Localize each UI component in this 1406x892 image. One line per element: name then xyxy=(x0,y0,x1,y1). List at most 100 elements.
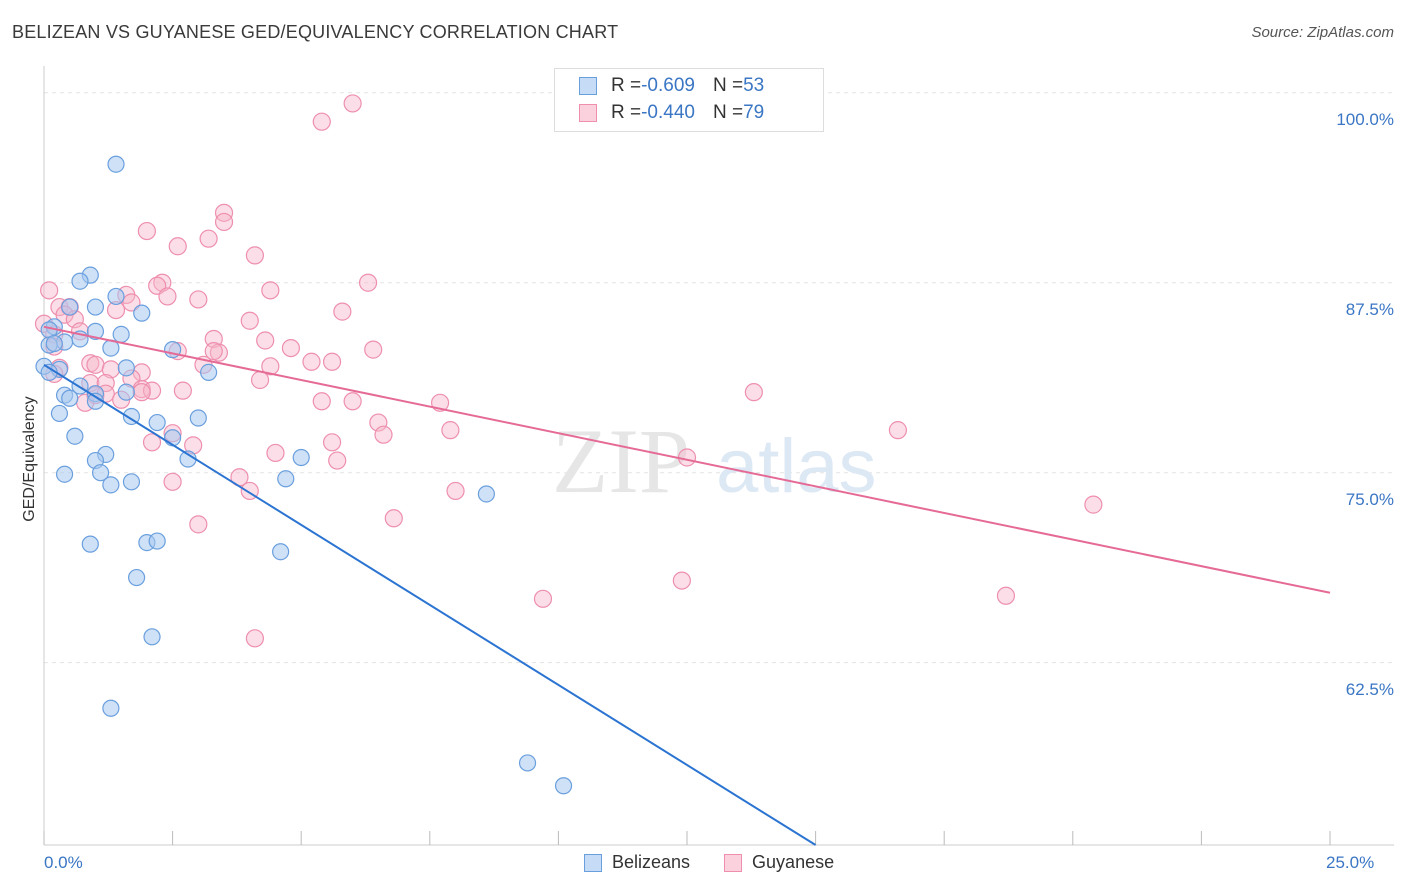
belizean-point xyxy=(122,473,141,491)
r-label: R = xyxy=(611,102,642,123)
guyanese-point xyxy=(328,451,347,470)
guyanese-point xyxy=(122,293,141,312)
guyanese-point xyxy=(744,383,763,402)
guyanese-point xyxy=(142,433,162,452)
n-value: 53 xyxy=(743,75,765,96)
guyanese-points xyxy=(34,94,1103,648)
belizean-point xyxy=(102,699,120,717)
y-tick-label: 87.5% xyxy=(1345,299,1394,319)
guyanese-point xyxy=(189,290,208,309)
guyanese-point xyxy=(261,357,280,376)
x-tick-min: 0.0% xyxy=(44,853,83,872)
legend-swatch-pink xyxy=(579,104,597,122)
n-label: N = xyxy=(712,102,744,123)
watermark-zip: ZIP xyxy=(552,410,690,512)
belizean-point xyxy=(127,568,146,587)
n-label: N = xyxy=(712,75,744,96)
stats-legend: R = -0.609 N = 53 R = -0.440 N = 79 xyxy=(554,68,824,132)
belizean-trend-line xyxy=(43,363,817,846)
y-tick-label: 100.0% xyxy=(1336,109,1394,129)
belizean-point xyxy=(143,628,161,646)
guyanese-point xyxy=(86,355,105,374)
belizean-point xyxy=(133,304,151,322)
belizean-point xyxy=(117,359,135,377)
guyanese-point xyxy=(204,342,223,361)
belizean-point xyxy=(86,298,105,316)
grid-lines xyxy=(44,92,1394,664)
belizean-point xyxy=(102,476,120,494)
guyanese-trend-line xyxy=(43,325,1331,594)
guyanese-point xyxy=(240,311,259,330)
legend-swatch-belizeans xyxy=(584,853,602,872)
guyanese-point xyxy=(96,373,115,393)
legend-row-belizeans: R = -0.609 N = 53 xyxy=(579,75,764,97)
guyanese-point xyxy=(996,586,1016,605)
series-legend: Belizeans Guyanese xyxy=(584,852,834,873)
guyanese-point xyxy=(168,237,187,256)
n-value: 79 xyxy=(743,102,765,123)
guyanese-point xyxy=(333,302,352,321)
belizean-point xyxy=(86,322,105,340)
y-tick-label: 62.5% xyxy=(1345,679,1394,699)
belizean-point xyxy=(71,272,89,290)
belizean-point xyxy=(277,470,295,488)
guyanese-point xyxy=(384,509,403,528)
guyanese-point xyxy=(888,421,908,440)
belizean-point xyxy=(66,427,84,445)
belizean-points xyxy=(35,155,573,795)
guyanese-point xyxy=(446,481,465,501)
belizean-point xyxy=(112,325,130,344)
belizean-point xyxy=(55,465,74,483)
guyanese-point xyxy=(40,281,59,300)
guyanese-point xyxy=(374,425,393,444)
guyanese-point xyxy=(358,273,378,292)
y-tick-label: 75.0% xyxy=(1345,489,1394,509)
belizean-point xyxy=(107,155,125,173)
belizean-point xyxy=(50,404,69,423)
legend-label-guyanese: Guyanese xyxy=(752,852,835,872)
belizean-point xyxy=(148,413,166,432)
guyanese-point xyxy=(132,383,151,402)
guyanese-point xyxy=(302,352,321,371)
belizean-point xyxy=(189,409,207,427)
belizean-point xyxy=(122,407,141,426)
r-value: -0.440 xyxy=(641,102,695,123)
guyanese-point xyxy=(281,338,301,358)
trend-lines xyxy=(43,325,1331,846)
guyanese-point xyxy=(343,94,362,113)
belizean-point xyxy=(81,535,99,553)
belizean-point xyxy=(200,363,218,382)
guyanese-point xyxy=(343,392,362,411)
guyanese-point xyxy=(322,433,342,452)
belizean-point xyxy=(61,389,79,407)
guyanese-point xyxy=(163,472,182,491)
belizean-point xyxy=(554,777,573,795)
legend-row-guyanese: R = -0.440 N = 79 xyxy=(579,102,764,124)
belizean-point xyxy=(272,543,290,561)
belizean-point xyxy=(477,485,495,503)
guyanese-point xyxy=(189,515,208,534)
legend-label-belizeans: Belizeans xyxy=(612,852,691,872)
watermark-atlas: atlas xyxy=(716,424,877,509)
guyanese-point xyxy=(312,392,331,411)
legend-swatch-guyanese xyxy=(724,853,743,872)
guyanese-point xyxy=(199,229,218,248)
belizean-point xyxy=(518,754,537,772)
guyanese-point xyxy=(1084,495,1103,514)
chart-title: BELIZEAN VS GUYANESE GED/EQUIVALENCY COR… xyxy=(12,22,619,42)
r-value: -0.609 xyxy=(641,75,695,96)
guyanese-point xyxy=(533,589,553,608)
guyanese-point xyxy=(256,331,275,350)
guyanese-point xyxy=(214,212,234,232)
belizean-point xyxy=(107,287,125,306)
guyanese-point xyxy=(214,203,234,222)
belizean-point xyxy=(61,298,79,316)
guyanese-point xyxy=(261,281,280,300)
guyanese-point xyxy=(153,273,172,292)
belizean-point xyxy=(45,334,63,353)
guyanese-point xyxy=(312,112,331,131)
watermark: ZIP atlas xyxy=(552,410,877,512)
belizean-point xyxy=(292,448,310,467)
guyanese-point xyxy=(266,443,285,463)
